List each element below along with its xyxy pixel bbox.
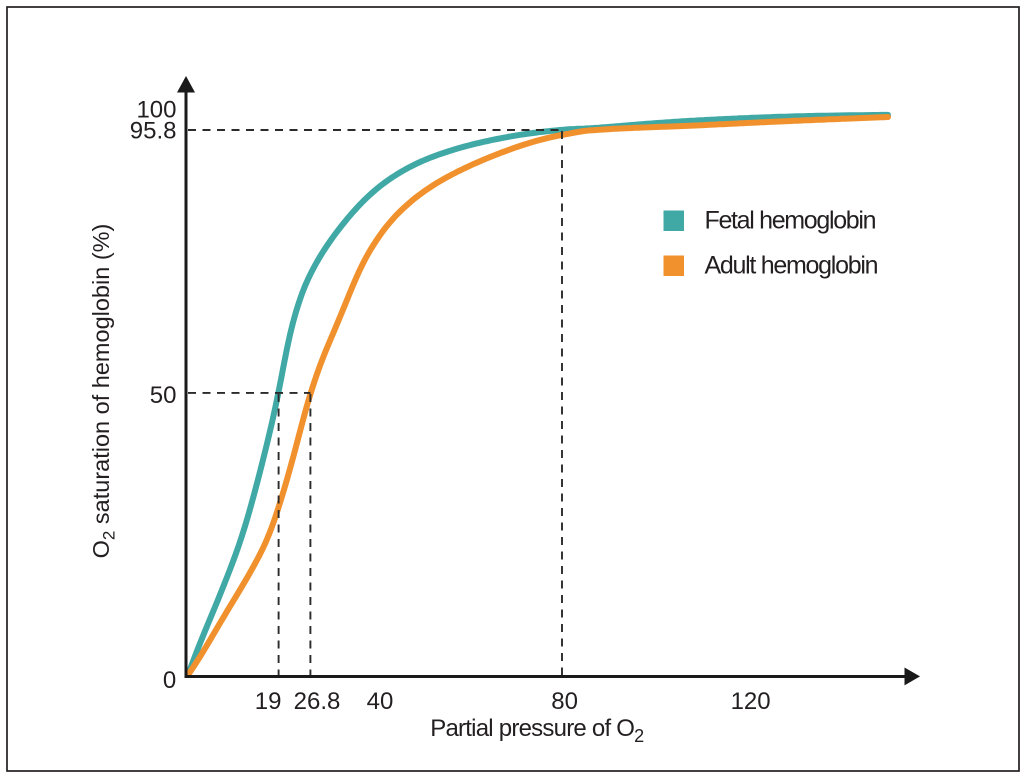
svg-text:120: 120 xyxy=(731,688,771,715)
svg-text:19: 19 xyxy=(255,688,282,715)
svg-text:O2 saturation of hemoglobin (%: O2 saturation of hemoglobin (%) xyxy=(88,224,119,559)
svg-text:0: 0 xyxy=(163,667,176,694)
svg-text:100: 100 xyxy=(136,97,176,124)
svg-text:Fetal hemoglobin: Fetal hemoglobin xyxy=(705,207,877,235)
svg-text:Adult hemoglobin: Adult hemoglobin xyxy=(705,252,879,280)
svg-text:80: 80 xyxy=(551,688,578,715)
svg-text:95.8: 95.8 xyxy=(130,118,177,145)
svg-text:40: 40 xyxy=(367,688,394,715)
svg-text:50: 50 xyxy=(150,382,177,409)
svg-text:Partial pressure of O2: Partial pressure of O2 xyxy=(430,715,644,746)
svg-text:26.8: 26.8 xyxy=(294,688,341,715)
